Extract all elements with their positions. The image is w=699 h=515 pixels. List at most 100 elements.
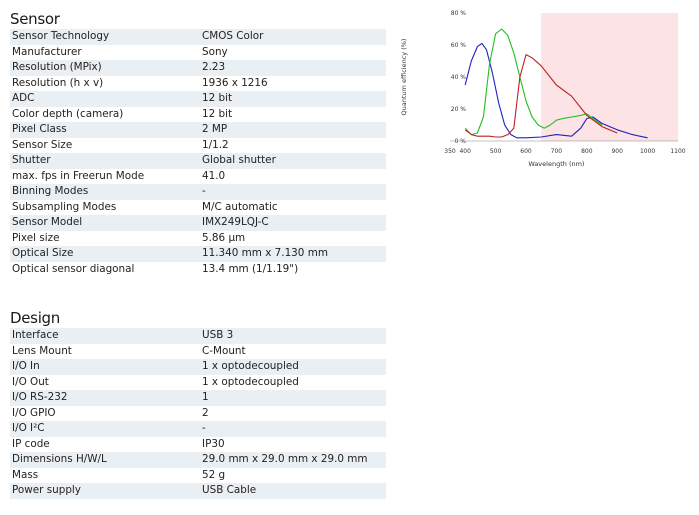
sensor-spec-table: Sensor Technology CMOS Color Manufacturer S… xyxy=(10,29,386,277)
spec-label: IP code xyxy=(12,437,50,450)
spec-row: Sensor Model IMX249LQJ-C xyxy=(10,215,386,231)
spec-label: Mass xyxy=(12,468,39,481)
spec-row: Sensor Size 1/1.2 xyxy=(10,138,386,154)
spec-value: M/C automatic xyxy=(202,200,278,213)
quantum-efficiency-chart: 0 % 20 % 40 % 60 % 80 % 350 400 500 600 700 800 90… xyxy=(400,10,686,168)
spec-row: I/O In 1 x optodecoupled xyxy=(10,359,386,375)
spec-value: 5.86 µm xyxy=(202,231,246,244)
sensor-section: Sensor Sensor Technology CMOS Color Manufa… xyxy=(10,9,386,277)
spec-row: Manufacturer Sony xyxy=(10,45,386,61)
spec-label: I/O Out xyxy=(12,375,49,388)
chart-y-tick-label: 40 % xyxy=(451,74,467,81)
spec-label: Binning Modes xyxy=(12,185,89,197)
spec-value: CMOS Color xyxy=(202,30,264,42)
spec-row: Pixel Class 2 MP xyxy=(10,122,386,138)
spec-value: USB 3 xyxy=(202,329,234,341)
spec-label: Resolution (MPix) xyxy=(12,61,102,73)
spec-row: Power supply USB Cable xyxy=(10,483,386,499)
chart-x-tick-label: 700 xyxy=(551,148,563,155)
spec-label: Dimensions H/W/L xyxy=(12,453,107,465)
spec-value: - xyxy=(202,422,206,434)
spec-value: 13.4 mm (1/1.19") xyxy=(202,262,299,275)
spec-row: max. fps in Freerun Mode 41.0 xyxy=(10,169,386,185)
spec-label: I/O GPIO xyxy=(12,406,56,419)
spec-row: Binning Modes - xyxy=(10,184,386,200)
spec-row: IP code IP30 xyxy=(10,437,386,453)
sensor-section-title: Sensor xyxy=(10,10,60,28)
spec-value: 1/1.2 xyxy=(202,138,229,151)
chart-y-axis-label: Quantum efficiency (%) xyxy=(400,39,408,116)
chart-series-line xyxy=(464,28,603,136)
spec-row: I/O Out 1 x optodecoupled xyxy=(10,375,386,391)
spec-row: Interface USB 3 xyxy=(10,328,386,344)
spec-label: Manufacturer xyxy=(12,45,82,58)
chart-series-line xyxy=(464,54,618,138)
spec-value: 12 bit xyxy=(202,107,233,120)
spec-value: 41.0 xyxy=(202,169,226,182)
spec-row: ADC 12 bit xyxy=(10,91,386,107)
chart-series xyxy=(464,28,648,139)
spec-label: Shutter xyxy=(12,154,51,166)
spec-row: Shutter Global shutter xyxy=(10,153,386,169)
spec-label: Pixel size xyxy=(12,231,60,244)
spec-value: 29.0 mm x 29.0 mm x 29.0 mm xyxy=(202,453,368,465)
spec-row: Resolution (h x v) 1936 x 1216 xyxy=(10,76,386,92)
spec-value: 2 xyxy=(202,406,209,419)
spec-label: I/O RS-232 xyxy=(12,391,68,403)
spec-value: 1 x optodecoupled xyxy=(202,375,299,388)
chart-x-axis-label: Wavelength (nm) xyxy=(528,160,584,168)
chart-y-tick-label: 80 % xyxy=(451,10,467,17)
spec-label: Resolution (h x v) xyxy=(12,76,104,89)
spec-value: - xyxy=(202,185,206,197)
spec-label: Interface xyxy=(12,329,59,341)
spec-value: Global shutter xyxy=(202,154,276,166)
chart-x-tick-label: 350 xyxy=(444,148,456,155)
spec-label: Optical sensor diagonal xyxy=(12,262,135,275)
spec-row: Color depth (camera) 12 bit xyxy=(10,107,386,123)
spec-value: 12 bit xyxy=(202,92,233,104)
spec-row: Optical sensor diagonal 13.4 mm (1/1.19") xyxy=(10,262,386,278)
spec-row: Subsampling Modes M/C automatic xyxy=(10,200,386,216)
spec-label: Color depth (camera) xyxy=(12,107,124,120)
chart-y-ticks: 0 % 20 % 40 % 60 % 80 % xyxy=(451,10,467,145)
spec-label: I/O In xyxy=(12,360,40,372)
spec-row: I/O I²C - xyxy=(10,421,386,437)
spec-row: Resolution (MPix) 2.23 xyxy=(10,60,386,76)
spec-label: ADC xyxy=(12,92,35,104)
spec-value: 11.340 mm x 7.130 mm xyxy=(202,247,328,259)
chart-x-tick-label: 500 xyxy=(490,148,502,155)
chart-series-line xyxy=(464,42,648,139)
spec-label: Sensor Technology xyxy=(12,30,110,42)
chart-x-tick-label: 1000 xyxy=(640,148,655,155)
spec-label: Subsampling Modes xyxy=(12,200,117,213)
spec-row: I/O RS-232 1 xyxy=(10,390,386,406)
spec-label: max. fps in Freerun Mode xyxy=(12,169,145,182)
chart-y-tick-label: 0 % xyxy=(455,138,467,145)
chart-x-tick-label: 600 xyxy=(520,148,532,155)
chart-x-tick-label: 400 xyxy=(459,148,471,155)
spec-row: I/O GPIO 2 xyxy=(10,406,386,422)
spec-value: 2 MP xyxy=(202,123,228,135)
spec-label: Sensor Model xyxy=(12,216,83,228)
spec-value: 52 g xyxy=(202,468,226,481)
spec-label: Optical Size xyxy=(12,247,74,259)
chart-x-tick-label: 1100 xyxy=(670,148,685,155)
spec-row: Optical Size 11.340 mm x 7.130 mm xyxy=(10,246,386,262)
spec-label: Power supply xyxy=(12,484,81,496)
spec-value: IP30 xyxy=(202,437,225,450)
spec-value: 1936 x 1216 xyxy=(202,76,268,89)
chart-x-tick-label: 800 xyxy=(581,148,593,155)
spec-row: Mass 52 g xyxy=(10,468,386,484)
spec-value: Sony xyxy=(202,45,228,58)
spec-row: Lens Mount C-Mount xyxy=(10,344,386,360)
spec-label: Pixel Class xyxy=(12,123,67,135)
spec-row: Sensor Technology CMOS Color xyxy=(10,29,386,45)
chart-y-tick-label: 20 % xyxy=(451,106,467,113)
design-section-title: Design xyxy=(10,309,60,327)
spec-value: IMX249LQJ-C xyxy=(202,216,269,228)
spec-value: 1 x optodecoupled xyxy=(202,360,299,372)
design-spec-table: Interface USB 3 Lens Mount C-Mount I/O In 1 x… xyxy=(10,328,386,499)
chart-y-tick-label: 60 % xyxy=(451,42,467,49)
spec-label: I/O I²C xyxy=(12,422,45,434)
design-section: Design Interface USB 3 Lens Mount C-Mount I/… xyxy=(10,308,386,499)
